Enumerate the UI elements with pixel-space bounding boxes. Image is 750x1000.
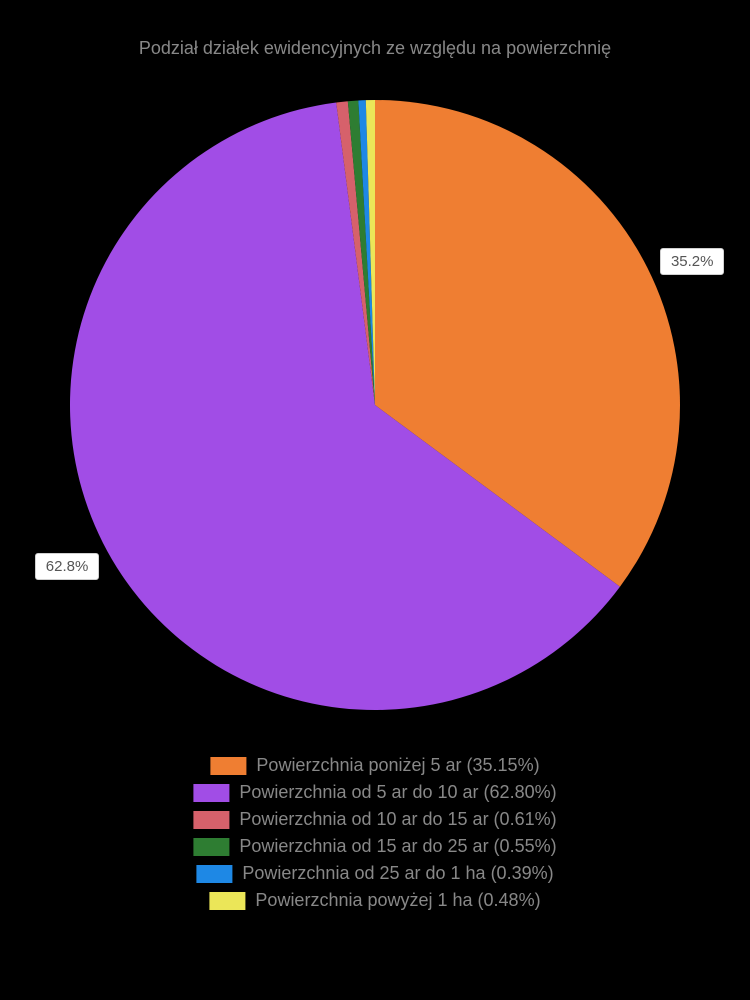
legend-item: Powierzchnia od 15 ar do 25 ar (0.55%) [193, 836, 556, 857]
legend-swatch [193, 838, 229, 856]
legend-label: Powierzchnia od 5 ar do 10 ar (62.80%) [239, 782, 556, 803]
chart-title: Podział działek ewidencyjnych ze względu… [0, 38, 750, 59]
pie-slice-label: 35.2% [660, 248, 725, 275]
legend-label: Powierzchnia od 25 ar do 1 ha (0.39%) [242, 863, 553, 884]
legend-swatch [209, 892, 245, 910]
pie-svg [65, 95, 685, 715]
legend-swatch [210, 757, 246, 775]
legend-item: Powierzchnia powyżej 1 ha (0.48%) [209, 890, 540, 911]
legend-item: Powierzchnia od 5 ar do 10 ar (62.80%) [193, 782, 556, 803]
legend-label: Powierzchnia powyżej 1 ha (0.48%) [255, 890, 540, 911]
legend-item: Powierzchnia od 25 ar do 1 ha (0.39%) [196, 863, 553, 884]
legend-label: Powierzchnia poniżej 5 ar (35.15%) [256, 755, 539, 776]
pie-slice-label: 62.8% [35, 553, 100, 580]
legend-swatch [193, 811, 229, 829]
legend-label: Powierzchnia od 10 ar do 15 ar (0.61%) [239, 809, 556, 830]
legend-item: Powierzchnia poniżej 5 ar (35.15%) [210, 755, 539, 776]
pie-chart: 35.2%62.8% [65, 95, 685, 715]
legend-label: Powierzchnia od 15 ar do 25 ar (0.55%) [239, 836, 556, 857]
legend-swatch [196, 865, 232, 883]
legend-item: Powierzchnia od 10 ar do 15 ar (0.61%) [193, 809, 556, 830]
legend-swatch [193, 784, 229, 802]
legend: Powierzchnia poniżej 5 ar (35.15%) Powier… [193, 755, 556, 911]
